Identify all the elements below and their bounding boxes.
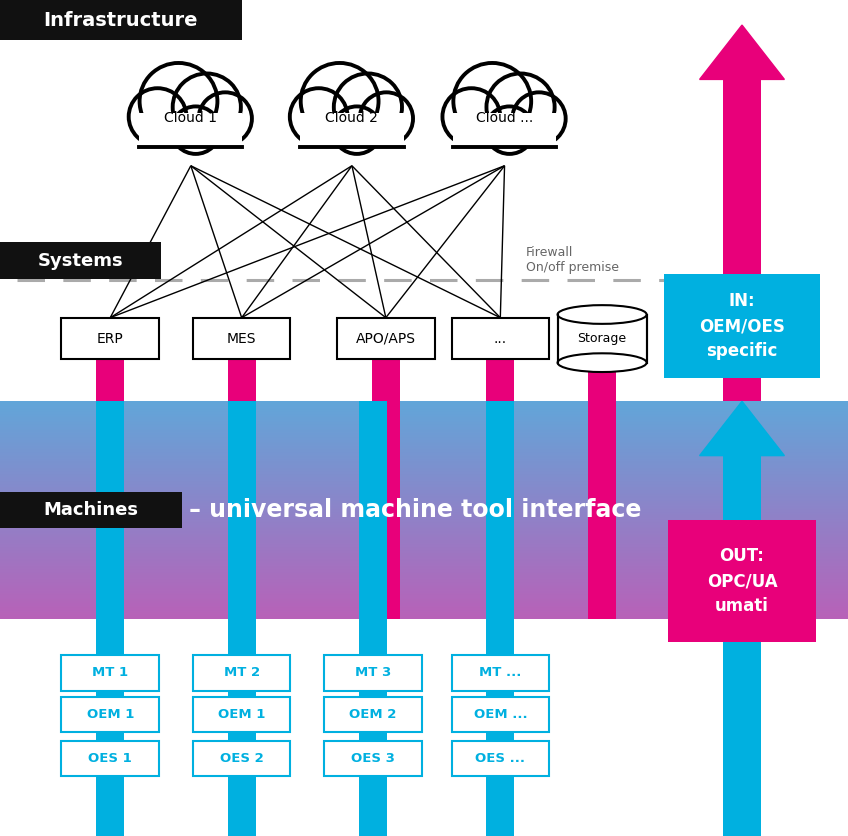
Bar (324, 655, 422, 691)
Text: OUT:
OPC/UA
umati: OUT: OPC/UA umati (706, 547, 778, 615)
Circle shape (198, 92, 252, 145)
Circle shape (171, 106, 220, 154)
Text: Firewall
On/off premise: Firewall On/off premise (526, 247, 619, 274)
Bar (360, 401, 387, 836)
Circle shape (487, 74, 555, 140)
Text: Storage: Storage (577, 332, 627, 345)
Circle shape (334, 74, 402, 140)
Bar (557, 314, 646, 363)
Bar (61, 741, 159, 776)
Text: OES ...: OES ... (476, 752, 525, 765)
Text: OEM 1: OEM 1 (218, 708, 265, 721)
Circle shape (512, 92, 566, 145)
Text: Cloud 2: Cloud 2 (326, 110, 378, 125)
Bar (0, 0, 848, 201)
Bar (487, 401, 514, 836)
Bar (338, 318, 435, 359)
Text: OEM 1: OEM 1 (86, 708, 134, 721)
Circle shape (173, 74, 241, 140)
Ellipse shape (557, 305, 646, 324)
Text: Cloud 1: Cloud 1 (165, 110, 217, 125)
Text: OEM ...: OEM ... (473, 708, 527, 721)
Text: ERP: ERP (97, 332, 124, 345)
Bar (0, 619, 848, 836)
Bar (487, 359, 514, 619)
Text: OES 2: OES 2 (220, 752, 264, 765)
Text: Machines: Machines (43, 501, 139, 519)
Bar (451, 318, 550, 359)
Bar (324, 697, 422, 732)
Text: MT 3: MT 3 (355, 666, 391, 680)
Bar (300, 113, 404, 146)
Bar (0, 242, 161, 279)
Text: OES 1: OES 1 (88, 752, 132, 765)
Circle shape (301, 63, 378, 140)
Bar (451, 655, 550, 691)
Polygon shape (700, 25, 784, 79)
Text: MES: MES (227, 332, 256, 345)
Circle shape (443, 89, 500, 145)
Bar (0, 492, 182, 528)
Bar (451, 697, 550, 732)
Bar (97, 401, 125, 836)
Bar (371, 359, 400, 619)
Text: OEM 2: OEM 2 (349, 708, 397, 721)
Text: Systems: Systems (38, 252, 123, 270)
Polygon shape (700, 401, 784, 456)
Circle shape (332, 106, 381, 154)
Bar (61, 318, 159, 359)
Bar (192, 318, 290, 359)
Bar (451, 741, 550, 776)
Text: umati – universal machine tool interface: umati – universal machine tool interface (104, 498, 642, 522)
Text: OES 3: OES 3 (351, 752, 395, 765)
Bar (663, 274, 821, 378)
Text: MT ...: MT ... (479, 666, 522, 680)
Text: MT 1: MT 1 (92, 666, 128, 680)
Bar (192, 697, 290, 732)
Text: APO/APS: APO/APS (356, 332, 416, 345)
Bar (667, 520, 816, 642)
Bar (722, 456, 762, 836)
Bar (61, 655, 159, 691)
Text: ...: ... (494, 332, 507, 345)
Bar (453, 113, 556, 146)
Circle shape (485, 106, 533, 154)
Bar (192, 655, 290, 691)
Text: Infrastructure: Infrastructure (43, 11, 198, 29)
Circle shape (290, 89, 348, 145)
Bar (560, 314, 644, 363)
Circle shape (140, 63, 217, 140)
Circle shape (360, 92, 413, 145)
Bar (324, 741, 422, 776)
Text: MT 2: MT 2 (224, 666, 259, 680)
Bar (139, 113, 243, 146)
Bar (0, 0, 242, 40)
Bar (61, 697, 159, 732)
Circle shape (129, 89, 187, 145)
Bar (227, 401, 255, 836)
Text: Cloud ...: Cloud ... (476, 110, 533, 125)
Bar (722, 79, 762, 401)
Bar (192, 741, 290, 776)
Text: IN:
OEM/OES
specific: IN: OEM/OES specific (699, 292, 785, 360)
Bar (97, 359, 125, 619)
Bar (227, 359, 255, 619)
Circle shape (454, 63, 531, 140)
Bar (588, 359, 616, 619)
Ellipse shape (557, 354, 646, 372)
Bar (0, 201, 848, 401)
